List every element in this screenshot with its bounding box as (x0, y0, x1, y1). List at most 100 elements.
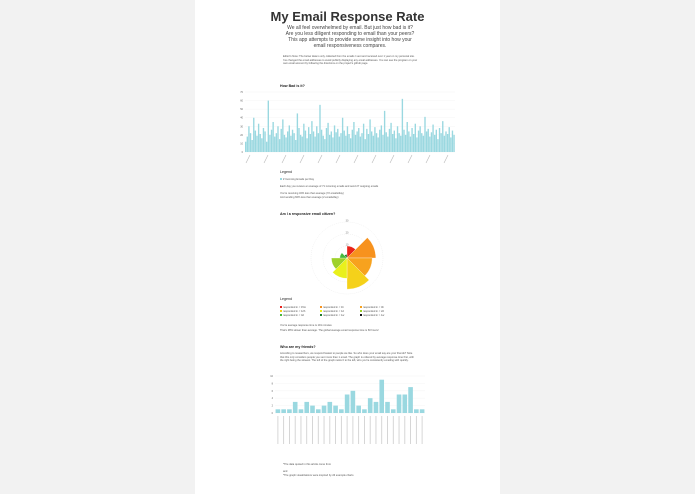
legend-swatch (360, 314, 362, 316)
footer: and (283, 470, 288, 473)
bar (351, 129, 353, 152)
bar (382, 134, 384, 152)
bar (408, 387, 413, 413)
bar (398, 133, 400, 152)
bar (248, 126, 250, 152)
bar (309, 134, 311, 152)
bar (245, 141, 247, 152)
bar (335, 132, 337, 152)
bar (417, 130, 420, 152)
paragraph: According to researchers, we respond fas… (280, 352, 414, 363)
legend-swatch (320, 310, 322, 312)
bar (332, 137, 334, 152)
legend-swatch (320, 314, 322, 316)
y-tick-label: 4 (272, 397, 274, 400)
bar (261, 138, 263, 152)
y-tick-label: 0 (242, 151, 244, 154)
bar (249, 133, 252, 152)
bar (291, 129, 294, 152)
bar (329, 134, 331, 152)
footer: *The data quoted in this article come fr… (283, 463, 332, 466)
y-tick-label: 70 (240, 91, 243, 94)
bar (298, 128, 300, 152)
bar (367, 398, 373, 413)
heading: Am I a responsive email citizen? (280, 212, 336, 216)
y-tick-label: 20 (240, 134, 243, 137)
bar (358, 128, 360, 152)
legend-swatch (280, 310, 282, 312)
legend-label: responded in < 12h (283, 309, 306, 313)
bar (282, 119, 284, 152)
bar (253, 117, 255, 152)
bar (266, 141, 268, 152)
bar (290, 135, 292, 152)
bar (446, 134, 449, 152)
stat: You're receiving 32% less than average (… (280, 192, 344, 195)
bar (408, 131, 410, 152)
bar (315, 409, 321, 413)
bar (359, 136, 362, 152)
bar (432, 124, 434, 152)
x-axis-decor (371, 154, 377, 164)
bar (292, 401, 298, 413)
bar (280, 128, 282, 152)
legend-swatch (280, 178, 282, 180)
bar (356, 131, 358, 152)
bar (354, 134, 357, 152)
legend-label: # Incoming Emails per Day (283, 177, 315, 181)
wedge (331, 257, 348, 270)
bar (425, 131, 428, 152)
bar (443, 135, 446, 152)
bar (414, 123, 416, 152)
stat: Each day you receive an average of 71 in… (280, 185, 379, 188)
bar (416, 137, 418, 152)
note: Editor's Note: The below data is only co… (283, 55, 418, 66)
bar (438, 128, 441, 152)
bar (301, 136, 303, 152)
bar (429, 136, 431, 152)
bar (390, 409, 396, 413)
x-axis-decor (407, 154, 413, 164)
legend-swatch (280, 306, 282, 308)
legend-label: responded in < 4d (283, 313, 304, 317)
legend-title: Legend (280, 170, 292, 174)
bar (362, 123, 365, 152)
bar (344, 394, 350, 413)
bar (340, 133, 342, 152)
bar (345, 135, 347, 152)
bar (296, 113, 299, 152)
stat: That's 28% slower than average. The glob… (280, 329, 379, 332)
bar (270, 129, 273, 152)
bar (445, 131, 447, 152)
x-axis-decor (245, 154, 251, 164)
bar (419, 409, 425, 413)
legend-swatch (360, 310, 362, 312)
bar (312, 131, 315, 152)
legend-label: responded in > 1w (363, 313, 384, 317)
bar (257, 123, 260, 152)
bar (448, 127, 450, 152)
bar (298, 409, 304, 413)
bar (281, 409, 286, 413)
bar (304, 130, 307, 152)
bar (421, 133, 423, 152)
bar (310, 405, 315, 413)
bar (406, 122, 408, 152)
legend-label: responded in < 2d (363, 309, 384, 313)
y-tick-label: 50 (240, 108, 243, 111)
bar (295, 140, 297, 152)
legend-swatch (320, 306, 322, 308)
bar (437, 139, 439, 152)
bar (353, 122, 355, 152)
bar (388, 128, 391, 152)
footer: *The graph visualizations were inspired … (283, 474, 354, 477)
legend-swatch (280, 314, 282, 316)
bar (322, 135, 324, 152)
bar (333, 125, 336, 152)
bar (403, 129, 405, 152)
bar (311, 121, 313, 152)
bar (299, 134, 302, 152)
bar (343, 130, 345, 152)
bar (379, 379, 385, 413)
bar (316, 126, 318, 152)
